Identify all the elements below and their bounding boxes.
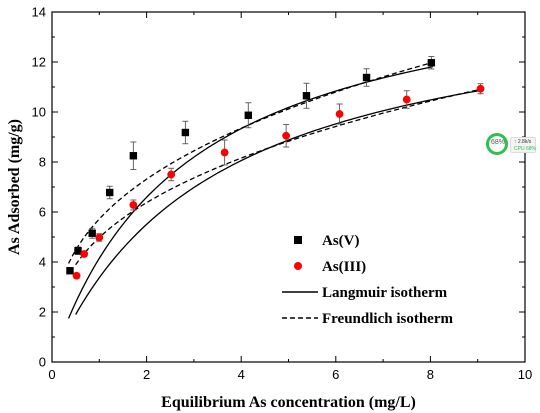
langmuir-curve (67, 66, 433, 319)
x-tick-label: 2 (143, 367, 150, 382)
langmuir-curve (75, 89, 483, 315)
as-v-point (129, 152, 138, 160)
progress-ring-icon (486, 133, 508, 155)
as-iii-point (220, 148, 229, 157)
as-v-point (88, 229, 96, 237)
x-tick-label: 10 (518, 367, 532, 382)
as-v-point (74, 247, 82, 255)
y-tick-label: 4 (39, 255, 46, 270)
as-iii-point (129, 201, 138, 209)
as-iii-point (476, 84, 485, 93)
y-axis-title: As Adsorbed (mg/g) (6, 119, 23, 255)
legend-label: As(III) (322, 259, 366, 275)
as-v-point (66, 267, 74, 275)
widget-percent: 68% (490, 139, 505, 146)
as-v-point (302, 92, 311, 100)
y-tick-label: 6 (39, 205, 46, 220)
widget-line-1: ↑ 2.8k/s (514, 139, 532, 145)
x-tick-label: 6 (332, 367, 339, 382)
x-tick-label: 8 (427, 367, 434, 382)
y-tick-label: 2 (39, 305, 46, 320)
y-tick-label: 14 (32, 5, 46, 20)
cpu-monitor-widget[interactable]: 68% ↑ 2.8k/s CPU 68% (486, 133, 540, 161)
as-iii-point (72, 271, 81, 280)
legend-label: Freundlich isotherm (322, 311, 453, 327)
as-iii-point (167, 170, 176, 179)
freundlich-curve (75, 88, 483, 266)
as-iii-point (335, 110, 344, 118)
as-v-point (427, 59, 436, 67)
legend-label: As(V) (322, 233, 360, 249)
y-tick-label: 8 (39, 155, 46, 170)
legend-square-icon (294, 236, 302, 244)
data-points (66, 59, 485, 280)
x-axis-title: Equilibrium As concentration (mg/L) (161, 394, 416, 411)
plot-frame (51, 11, 526, 363)
legend-circle-icon (294, 262, 302, 270)
y-tick-label: 12 (32, 55, 46, 70)
as-iii-point (402, 95, 411, 104)
widget-line-2: CPU 68% (514, 146, 536, 152)
as-v-point (362, 73, 371, 82)
freundlich-curve (67, 61, 433, 264)
fit-curves (67, 61, 483, 319)
as-iii-point (282, 131, 291, 140)
as-iii-point (95, 233, 104, 242)
as-v-point (181, 128, 190, 137)
y-tick-label: 0 (39, 355, 46, 370)
error-bars (66, 56, 484, 279)
as-iii-point (80, 250, 89, 258)
widget-stats: ↑ 2.8k/s CPU 68% (510, 137, 536, 153)
legend-label: Langmuir isotherm (322, 285, 448, 301)
axes: 0 2 4 6 8 10 0 2 4 6 8 10 12 14 (32, 5, 533, 383)
x-tick-label: 0 (48, 367, 55, 382)
x-tick-label: 4 (238, 367, 245, 382)
as-v-point (244, 111, 252, 119)
legend: As(V) As(III) Langmuir isotherm Freundlich … (282, 233, 453, 327)
as-v-point (106, 188, 114, 197)
y-tick-label: 10 (32, 105, 46, 120)
